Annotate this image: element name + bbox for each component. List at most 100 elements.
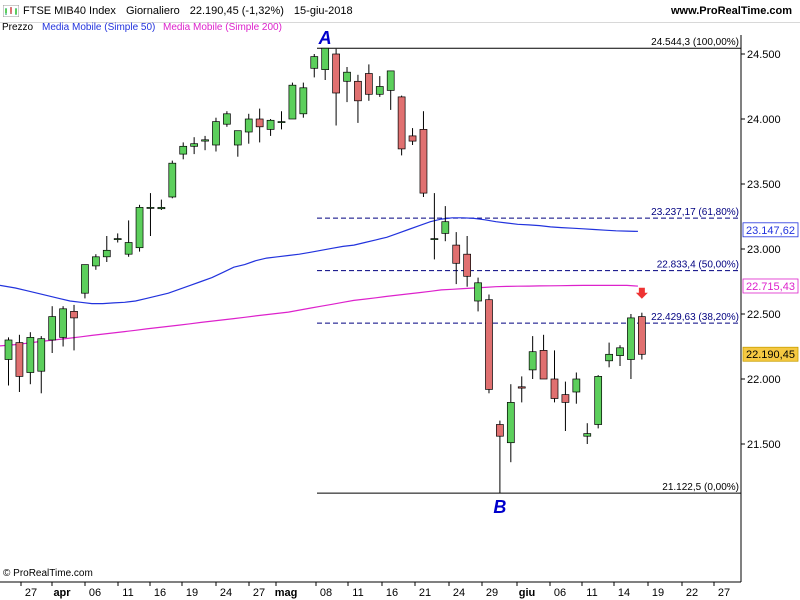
candle <box>4 337 13 386</box>
candle-body <box>102 249 111 258</box>
x-tick-label: 08 <box>320 587 332 599</box>
candle <box>627 314 635 379</box>
candle <box>70 304 78 351</box>
candle <box>386 70 395 110</box>
candle <box>255 108 264 143</box>
candle-body <box>365 73 373 95</box>
candle <box>506 384 515 463</box>
x-tick-label: 19 <box>652 587 664 599</box>
candle-body <box>605 353 613 362</box>
x-tick-label: 24 <box>220 587 232 599</box>
header-bar: FTSE MIB40 Index Giornaliero 22.190,45 (… <box>0 0 800 23</box>
candle <box>288 82 297 120</box>
candle-body <box>594 376 603 425</box>
candle-body <box>321 47 330 70</box>
x-tick-label: 11 <box>122 587 133 599</box>
candle-body <box>616 347 624 356</box>
x-tick-label: 06 <box>554 587 566 599</box>
candle-body <box>343 71 351 82</box>
candle-body <box>408 135 417 142</box>
pivot-label: B <box>493 497 506 517</box>
chart-app-icon[interactable] <box>3 5 19 17</box>
x-tick-label: 24 <box>453 587 465 599</box>
x-tick-label: 27 <box>718 587 730 599</box>
x-tick-label: 16 <box>386 587 398 599</box>
candle-body <box>310 56 319 69</box>
candle-body <box>539 350 548 380</box>
candle <box>168 160 177 199</box>
candle-body <box>266 119 275 130</box>
legend-price: Prezzo <box>2 22 34 33</box>
x-tick-label: mag <box>275 587 298 599</box>
x-tick-label: 21 <box>419 587 431 599</box>
candle-body <box>37 338 46 372</box>
candlesticks <box>4 47 646 494</box>
candle-body <box>212 121 220 146</box>
candle-body <box>81 264 89 294</box>
candle <box>223 111 231 127</box>
period-label: Giornaliero <box>125 5 180 17</box>
legend-ma200: Media Mobile (Simple 200) <box>163 22 282 33</box>
price-tag-ma200: 22.715,43 <box>742 278 799 294</box>
y-tick-label: 24.500 <box>747 49 781 61</box>
candle <box>212 117 220 152</box>
y-tick-label: 22.000 <box>747 374 781 386</box>
candle <box>354 74 362 123</box>
candle <box>102 236 111 262</box>
x-tick-label: giu <box>519 587 536 599</box>
candle-body <box>572 378 581 393</box>
y-tick-label: 23.500 <box>747 179 781 191</box>
candle-body <box>506 402 515 444</box>
candle <box>233 130 242 157</box>
candle-body <box>583 433 592 437</box>
candle-body <box>463 253 471 277</box>
candle-body <box>244 118 253 133</box>
candle <box>583 423 592 444</box>
candle <box>321 47 330 80</box>
site-link[interactable]: www.ProRealTime.com <box>670 5 792 17</box>
candle <box>561 381 570 431</box>
candle-body <box>15 342 24 377</box>
candle-body <box>70 311 78 319</box>
candle <box>539 334 548 380</box>
candle <box>244 113 253 144</box>
candle-body <box>485 299 493 390</box>
candle <box>616 345 624 366</box>
candle-body <box>386 70 395 91</box>
candle-body <box>168 162 177 198</box>
candle <box>299 82 308 118</box>
x-tick-label: 06 <box>89 587 101 599</box>
axes: 21.500 22.000 22.500 23.000 23.500 24.000 24.5… <box>0 35 799 599</box>
price-tag-last: 22.190,45 <box>742 346 799 362</box>
candle-body <box>354 80 362 102</box>
x-tick-label: 14 <box>618 587 630 599</box>
candle-body <box>627 317 635 360</box>
candle <box>48 306 57 353</box>
x-tick-label: 16 <box>154 587 166 599</box>
candle-body <box>255 118 264 128</box>
candle <box>266 119 275 136</box>
candle <box>37 336 46 394</box>
candle <box>81 264 89 299</box>
candle-body <box>223 113 231 125</box>
candle <box>59 306 67 347</box>
x-tick-label: 29 <box>486 587 498 599</box>
price-tag-box <box>742 346 799 362</box>
fib-label: 22.833,4 (50,00%) <box>657 260 739 271</box>
down-arrow-icon <box>635 287 648 299</box>
candle-body <box>474 282 482 302</box>
candle-body <box>26 337 35 373</box>
legend-ma50: Media Mobile (Simple 50) <box>42 22 156 33</box>
candle <box>638 312 646 360</box>
fib-label: 22.429,63 (38,20%) <box>651 312 739 323</box>
annotations: AB <box>318 28 648 517</box>
candle-body <box>146 207 155 209</box>
ma50-line <box>0 217 638 305</box>
candle <box>26 332 35 385</box>
candle-body <box>517 386 526 389</box>
candle-body <box>528 351 537 371</box>
x-tick-label: 27 <box>253 587 265 599</box>
candle <box>430 193 439 260</box>
candle <box>332 48 340 126</box>
